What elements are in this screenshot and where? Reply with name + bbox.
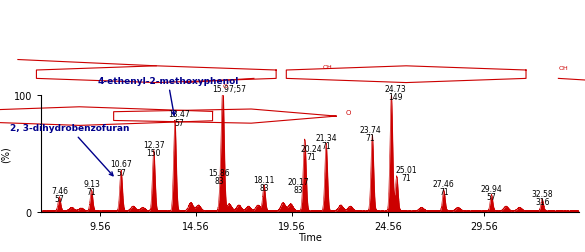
Text: 12.37: 12.37 [143,140,164,149]
Text: 13.47: 13.47 [168,110,190,119]
Text: OH: OH [559,66,568,71]
Text: 150: 150 [146,148,161,157]
Text: 20.24: 20.24 [300,145,322,154]
Text: 25.01: 25.01 [395,166,417,175]
Text: 2, 4-bis(1, 1-dimethylethy1)Phenol: 2, 4-bis(1, 1-dimethylethy1)Phenol [0,251,1,252]
Text: 57: 57 [487,192,497,201]
Text: OH: OH [322,65,332,70]
Text: 316: 316 [535,197,549,206]
Text: 10.67: 10.67 [110,160,132,169]
Text: 27.46: 27.46 [433,179,455,188]
Text: 83: 83 [214,176,223,185]
Text: 4-ethenyl-2-methoxyphenol: 4-ethenyl-2-methoxyphenol [97,76,239,116]
Text: 71: 71 [306,153,316,162]
Text: 2, 3-dihydrobenzofuran: 2, 3-dihydrobenzofuran [10,124,129,176]
Y-axis label: (%): (%) [1,145,11,162]
Text: 18.11: 18.11 [253,175,275,184]
Text: 24.73: 24.73 [384,84,406,93]
Text: 83: 83 [293,185,303,194]
Text: 15.86: 15.86 [208,168,230,177]
Text: O: O [346,109,351,115]
Text: 71: 71 [87,188,97,197]
Text: 32.58: 32.58 [531,189,553,198]
Text: 15.97;57: 15.97;57 [212,84,246,93]
Text: 29.94: 29.94 [481,184,503,193]
Text: 21.34: 21.34 [315,133,337,142]
Text: 71: 71 [401,174,411,183]
Text: 57: 57 [54,195,64,204]
Text: O: O [223,84,228,89]
Text: 57: 57 [174,118,184,127]
Text: 9.13: 9.13 [83,179,100,188]
Text: 149: 149 [388,92,402,102]
Text: 71: 71 [439,188,449,197]
X-axis label: Time: Time [298,232,322,242]
Text: 23.74: 23.74 [360,125,381,134]
Text: 71: 71 [366,133,375,142]
Text: 83: 83 [259,183,269,192]
Text: 7.46: 7.46 [51,186,68,196]
Text: 71: 71 [321,141,331,150]
Text: 20.17: 20.17 [287,177,309,186]
Text: 57: 57 [116,168,126,177]
